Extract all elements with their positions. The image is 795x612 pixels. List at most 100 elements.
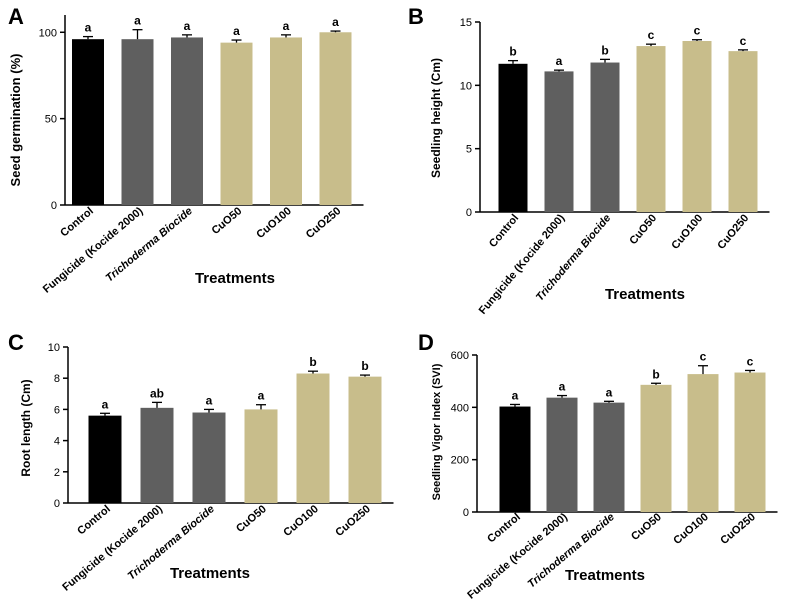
significance-letter: a <box>184 19 191 33</box>
y-tick-label: 0 <box>51 200 57 212</box>
category-label: CuO100 <box>281 503 321 539</box>
significance-letter: c <box>747 354 754 368</box>
error-bar <box>281 34 291 38</box>
panel-b-letter: B <box>408 4 424 29</box>
significance-letter: c <box>694 24 701 38</box>
bar <box>319 32 352 205</box>
significance-letter: ab <box>150 386 164 400</box>
error-bar <box>557 394 567 398</box>
error-bar <box>256 404 266 410</box>
significance-letter: b <box>509 45 516 59</box>
error-bar <box>132 29 143 40</box>
category-label: CuO100 <box>671 511 711 547</box>
bar <box>499 406 531 512</box>
significance-letter: a <box>233 24 240 38</box>
bar <box>296 373 330 503</box>
bar <box>687 374 719 512</box>
bar <box>682 41 712 212</box>
y-tick-label: 15 <box>460 17 472 29</box>
bar <box>244 409 278 503</box>
panel-b-plot: 0 5 10 15 b Control a Fungicide (Kocide 2000) b T… <box>460 17 770 317</box>
bar <box>88 415 122 503</box>
category-label: CuO100 <box>254 205 294 241</box>
significance-letter: a <box>559 380 566 394</box>
category-label: CuO50 <box>234 503 269 535</box>
significance-letter: b <box>601 43 608 57</box>
panel-d-ylabel: Seedling Vigor Index (SVI) <box>431 363 443 500</box>
category-label: Control <box>75 503 113 537</box>
error-bar <box>510 403 520 407</box>
panel-a-letter: A <box>8 4 24 29</box>
category-label: CuO250 <box>718 511 758 547</box>
y-tick-label: 400 <box>451 402 469 414</box>
y-tick-label: 10 <box>48 342 60 354</box>
significance-letter: a <box>512 388 519 402</box>
category-label: Control <box>485 511 523 545</box>
error-bar <box>330 30 341 33</box>
panel-a-ylabel: Seed germination (%) <box>8 54 23 187</box>
error-bar <box>604 400 614 403</box>
panel-a-xlabel: Treatments <box>195 270 275 287</box>
significance-letter: a <box>332 15 339 29</box>
error-bar <box>152 401 162 408</box>
bar <box>590 62 620 213</box>
bar <box>593 402 625 512</box>
category-label: CuO50 <box>627 212 659 247</box>
bar <box>140 407 174 503</box>
error-bar <box>204 408 214 413</box>
panel-d-xlabel: Treatments <box>565 567 645 584</box>
bar <box>636 46 666 212</box>
panel-c-xlabel: Treatments <box>170 565 250 582</box>
y-tick-label: 200 <box>451 455 469 467</box>
panel-d: D Seedling Vigor Index (SVI) Treatments … <box>418 330 778 602</box>
significance-letter: c <box>648 28 655 42</box>
y-tick-label: 6 <box>54 404 60 416</box>
error-bar <box>308 370 318 374</box>
error-bar <box>692 39 702 41</box>
panel-a-plot: 0 50 100 a Control a Fungicide (Kocide 2000) a T… <box>39 14 364 296</box>
significance-letter: a <box>283 19 290 33</box>
error-bar <box>182 34 192 38</box>
bar <box>72 39 104 205</box>
y-tick-label: 4 <box>54 436 60 448</box>
significance-letter: a <box>556 54 563 68</box>
category-label: CuO250 <box>333 503 373 539</box>
bar <box>192 412 226 503</box>
error-bar <box>651 382 661 385</box>
panel-b: B Seedling height (Cm) Treatments 0 5 10 15… <box>408 4 770 317</box>
bar <box>728 51 758 213</box>
bar <box>734 372 766 512</box>
bar <box>270 37 302 205</box>
category-label: CuO100 <box>669 212 705 252</box>
category-label: CuO50 <box>629 511 664 543</box>
category-label: CuO250 <box>304 205 344 241</box>
category-label: Fungicide (Kocide 2000) <box>41 205 146 296</box>
bar <box>220 42 253 205</box>
panel-c-letter: C <box>8 330 24 355</box>
error-bar <box>360 374 370 377</box>
y-tick-label: 10 <box>460 80 472 92</box>
y-tick-label: 5 <box>466 144 472 156</box>
panel-c-ylabel: Root length (Cm) <box>19 379 33 476</box>
category-label: CuO250 <box>715 212 751 252</box>
panel-b-ylabel: Seedling height (Cm) <box>429 58 443 178</box>
y-tick-label: 0 <box>466 207 472 219</box>
panel-a: A Seed germination (%) Treatments 0 50 100… <box>8 4 364 296</box>
error-bar <box>738 49 748 52</box>
category-label: Trichoderma Biocide <box>104 205 195 284</box>
error-bar <box>100 412 110 416</box>
significance-letter: a <box>206 393 213 407</box>
significance-letter: c <box>740 34 747 48</box>
panel-b-xlabel: Treatments <box>605 286 685 303</box>
y-tick-label: 8 <box>54 373 60 385</box>
significance-letter: a <box>134 14 141 28</box>
bar <box>544 71 574 213</box>
panel-d-letter: D <box>418 330 434 355</box>
significance-letter: a <box>102 397 109 411</box>
bar <box>171 37 203 205</box>
significance-letter: a <box>258 389 265 403</box>
y-tick-label: 2 <box>54 467 60 479</box>
category-label: Fungicide (Kocide 2000) <box>477 212 568 317</box>
error-bar <box>646 43 656 47</box>
